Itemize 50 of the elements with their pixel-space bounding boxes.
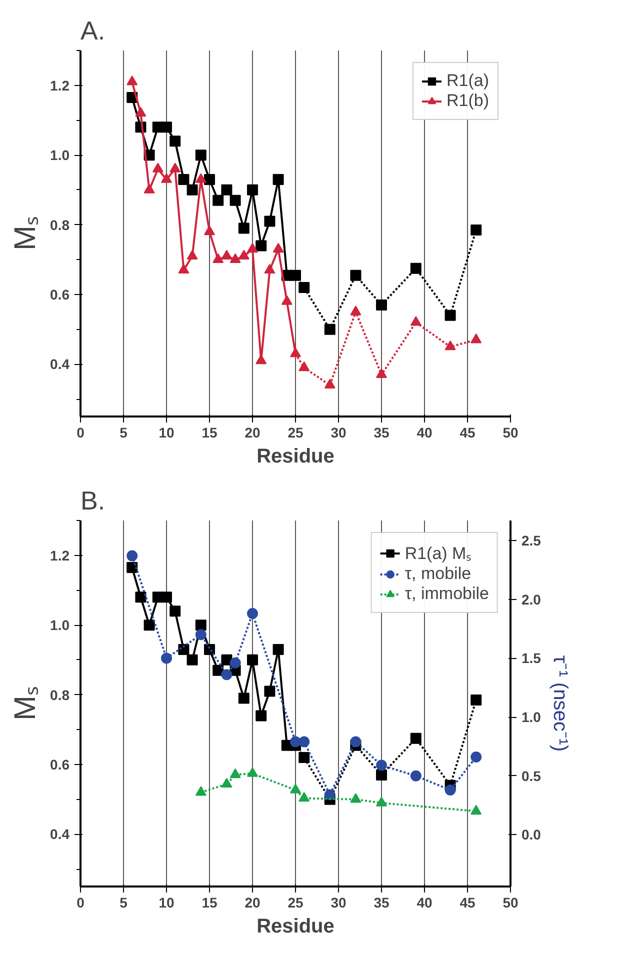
x-tick-label: 15 <box>202 424 218 440</box>
x-axis-title: Residue <box>256 446 334 468</box>
legend-label: R1(a) Mₛ <box>404 543 472 564</box>
x-tick-label: 20 <box>244 894 260 910</box>
y-axis-title: Mₛ <box>9 216 42 250</box>
x-tick-label: 35 <box>374 894 390 910</box>
x-tick-label: 5 <box>120 894 128 910</box>
y2-tick-label: 2.0 <box>522 591 542 608</box>
y-tick-label: 0.4 <box>50 826 70 842</box>
x-tick-label: 40 <box>416 894 432 910</box>
y-tick-label: 1.0 <box>50 147 70 164</box>
x-tick-label: 50 <box>502 894 518 910</box>
y2-tick-label: 0.0 <box>522 826 542 843</box>
legend-label: τ, immobile <box>404 584 489 604</box>
y-tick-label: 1.2 <box>50 547 70 564</box>
x-tick-label: 30 <box>330 424 346 440</box>
x-tick-label: 5 <box>120 424 128 440</box>
y-tick-label: 0.8 <box>50 686 70 703</box>
chart-title: B. <box>80 486 106 516</box>
x-tick-label: 10 <box>158 424 174 440</box>
y-tick-label: 0.6 <box>50 756 70 772</box>
x-tick-label: 0 <box>76 894 85 910</box>
x-tick-label: 15 <box>202 894 218 910</box>
x-tick-label: 20 <box>244 424 260 440</box>
x-tick-label: 50 <box>502 424 518 440</box>
x-tick-label: 25 <box>288 894 304 910</box>
x-axis-title: Residue <box>256 916 334 938</box>
y-tick-label: 1.0 <box>50 617 70 634</box>
y2-tick-label: 1.0 <box>522 709 542 726</box>
x-tick-label: 45 <box>460 424 476 440</box>
y2-axis-title: τ⁻¹ (nsec⁻¹) <box>548 655 571 752</box>
y-tick-label: 0.6 <box>50 286 70 302</box>
y-axis-title: Mₛ <box>9 686 42 720</box>
y-tick-label: 1.2 <box>50 77 70 94</box>
x-tick-label: 40 <box>416 424 432 440</box>
x-tick-label: 10 <box>158 894 174 910</box>
x-tick-label: 30 <box>330 894 346 910</box>
x-tick-label: 25 <box>288 424 304 440</box>
x-tick-label: 45 <box>460 894 476 910</box>
y2-tick-label: 2.5 <box>522 532 542 549</box>
chart-title: A. <box>80 16 106 46</box>
y-tick-label: 0.8 <box>50 216 70 233</box>
legend-label: R1(a) <box>446 71 489 91</box>
y2-tick-label: 0.5 <box>522 768 542 784</box>
x-tick-label: 0 <box>76 424 85 440</box>
y2-tick-label: 1.5 <box>522 650 542 666</box>
legend-label: R1(b) <box>446 91 489 111</box>
x-tick-label: 35 <box>374 424 390 440</box>
legend-label: τ, mobile <box>404 564 472 584</box>
y-tick-label: 0.4 <box>50 356 70 372</box>
